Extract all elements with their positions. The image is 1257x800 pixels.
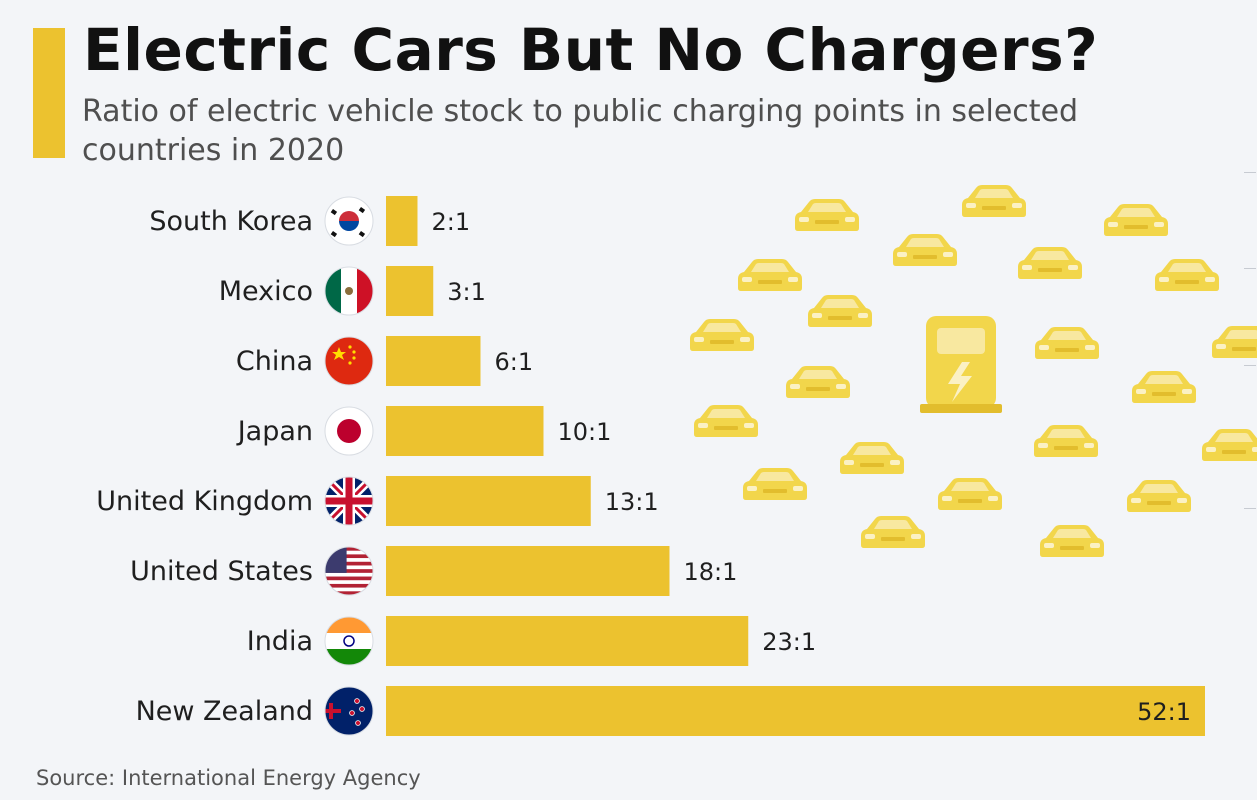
usa-flag-icon [324,546,374,596]
car-icon [938,478,1002,510]
car-icon [795,199,859,231]
edge-tick [1244,365,1256,366]
uk-flag-icon [324,476,374,526]
car-icon [1127,480,1191,512]
value-label: 23:1 [762,628,816,656]
car-icon [1018,247,1082,279]
bar [386,406,544,456]
car-icon [1034,425,1098,457]
bar-row: China 6:1 [236,336,533,386]
edge-tick [1244,268,1256,269]
bar-row: Mexico 3:1 [219,266,486,316]
value-label: 3:1 [447,278,486,306]
car-icon [743,468,807,500]
chart-title: Electric Cars But No Chargers? [83,16,1099,84]
value-label: 18:1 [684,558,738,586]
bar [386,546,670,596]
car-icon [962,185,1026,217]
chart-subtitle: Ratio of electric vehicle stock to publi… [82,94,1079,168]
car-icon [861,516,925,548]
car-icon [1202,429,1257,461]
country-label: United Kingdom [96,486,313,517]
china-flag-icon [324,336,374,386]
value-label: 13:1 [605,488,659,516]
car-icon [893,234,957,266]
bar [386,476,591,526]
mexico-flag-icon [324,266,374,316]
car-icon [1104,204,1168,236]
car-icon [1040,525,1104,557]
bar [386,616,749,666]
country-label: South Korea [149,206,313,237]
country-label: India [247,626,313,657]
bar-row: United States 18:1 [130,546,737,596]
bar-row: Japan 10:1 [236,406,612,456]
bars: South Korea 2:1 Mexico 3:1 China 6:1 Japan 10:1… [96,196,1205,736]
bar [386,336,481,386]
car-icon [1212,326,1257,358]
bar-row: New Zealand 52:1 [136,686,1205,736]
car-icon [808,295,872,327]
car-icon [690,319,754,351]
bar [386,686,1205,736]
edge-tick [1244,172,1256,173]
bar-row: India 23:1 [247,616,816,666]
charging-station-icon [920,316,1002,413]
car-icon [1035,327,1099,359]
source-note: Source: International Energy Agency [36,766,421,790]
car-icon [694,405,758,437]
country-label: China [236,346,313,377]
title-accent-bar [33,28,65,158]
car-icon [1155,259,1219,291]
bar [386,266,434,316]
bar-row: United Kingdom 13:1 [96,476,659,526]
new-zealand-flag-icon [324,686,374,736]
car-icon [840,442,904,474]
value-label: 2:1 [432,208,471,236]
car-icon [786,366,850,398]
country-label: United States [130,556,313,587]
country-label: Mexico [219,276,313,307]
country-label: New Zealand [136,696,313,727]
car-icon [738,259,802,291]
value-label: 10:1 [558,418,612,446]
value-label: 52:1 [1137,698,1191,726]
south-korea-flag-icon [324,196,374,246]
edge-tick [1244,508,1256,509]
country-label: Japan [236,416,313,447]
japan-flag-icon [324,406,374,456]
car-icon [1132,371,1196,403]
value-label: 6:1 [495,348,534,376]
bar-row: South Korea 2:1 [149,196,470,246]
bar [386,196,418,246]
india-flag-icon [324,616,374,666]
